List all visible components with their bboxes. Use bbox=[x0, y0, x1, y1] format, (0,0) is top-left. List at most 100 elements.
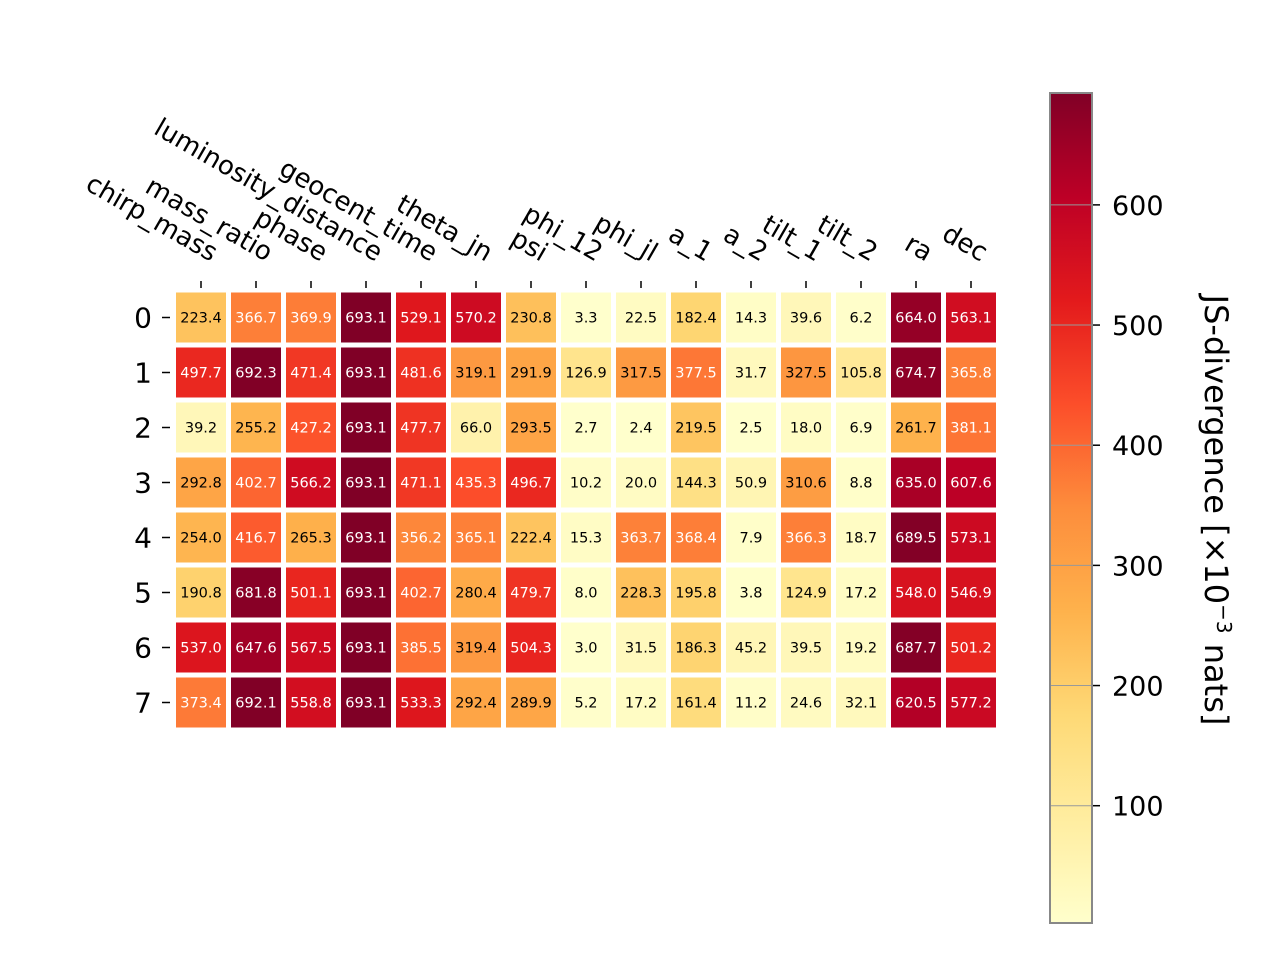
heatmap-cell bbox=[891, 677, 941, 728]
heatmap-cell bbox=[946, 457, 996, 508]
cell-value-label: 693.1 bbox=[345, 421, 387, 437]
cell-value-label: 219.5 bbox=[675, 421, 717, 437]
column-label: a_1 bbox=[663, 219, 717, 268]
heatmap-cell bbox=[451, 457, 501, 508]
cell-value-label: 674.7 bbox=[895, 366, 937, 382]
cell-value-label: 5.2 bbox=[574, 696, 597, 712]
cell-value-label: 22.5 bbox=[625, 311, 657, 327]
cell-value-label: 377.5 bbox=[675, 366, 717, 382]
cell-value-label: 373.4 bbox=[180, 696, 222, 712]
heatmap-cell bbox=[781, 622, 831, 673]
column-label: ra bbox=[899, 229, 937, 268]
cell-value-label: 124.9 bbox=[785, 586, 827, 602]
cell-value-label: 477.7 bbox=[400, 421, 442, 437]
heatmap-cell bbox=[396, 402, 446, 453]
heatmap-cell bbox=[726, 292, 776, 343]
heatmap-cell bbox=[726, 567, 776, 618]
heatmap-cell bbox=[781, 567, 831, 618]
heatmap-cell bbox=[176, 402, 226, 453]
cell-value-label: 548.0 bbox=[895, 586, 937, 602]
colorbar-tick-label: 500 bbox=[1112, 311, 1164, 342]
cell-value-label: 501.2 bbox=[950, 641, 992, 657]
heatmap-cell bbox=[561, 567, 611, 618]
cell-value-label: 416.7 bbox=[235, 531, 277, 547]
row-label: 6 bbox=[134, 632, 152, 665]
heatmap-cell bbox=[451, 512, 501, 563]
cell-value-label: 693.1 bbox=[345, 641, 387, 657]
heatmap-cell bbox=[561, 292, 611, 343]
cell-value-label: 365.8 bbox=[950, 366, 992, 382]
heatmap-cell bbox=[176, 457, 226, 508]
cell-value-label: 222.4 bbox=[510, 531, 552, 547]
heatmap-cell bbox=[671, 457, 721, 508]
heatmap-cell bbox=[286, 512, 336, 563]
cell-value-label: 504.3 bbox=[510, 641, 552, 657]
cell-value-label: 45.2 bbox=[735, 641, 767, 657]
cell-value-label: 427.2 bbox=[290, 421, 332, 437]
heatmap-cell bbox=[231, 402, 281, 453]
heatmap-cell bbox=[506, 457, 556, 508]
heatmap-cells: 223.4 366.7 369.9 693.1 529.1 570.2 230.8 3.3 22… bbox=[176, 292, 996, 728]
heatmap-cell bbox=[396, 622, 446, 673]
colorbar-frame bbox=[1049, 92, 1093, 924]
x-axis-ticks bbox=[200, 281, 972, 288]
heatmap-cell bbox=[176, 677, 226, 728]
cell-value-label: 693.1 bbox=[345, 531, 387, 547]
cell-value-label: 265.3 bbox=[290, 531, 332, 547]
heatmap-cell bbox=[231, 457, 281, 508]
cell-value-label: 693.1 bbox=[345, 696, 387, 712]
heatmap-cell bbox=[231, 512, 281, 563]
cell-value-label: 195.8 bbox=[675, 586, 717, 602]
cell-value-label: 66.0 bbox=[460, 421, 492, 437]
cell-value-label: 537.0 bbox=[180, 641, 222, 657]
cell-value-label: 693.1 bbox=[345, 586, 387, 602]
heatmap-cell bbox=[286, 402, 336, 453]
heatmap-cell bbox=[341, 347, 391, 398]
heatmap-cell bbox=[726, 402, 776, 453]
cell-value-label: 32.1 bbox=[845, 696, 877, 712]
heatmap-cell bbox=[891, 292, 941, 343]
cell-value-label: 14.3 bbox=[735, 311, 767, 327]
heatmap-cell bbox=[451, 677, 501, 728]
heatmap-cell bbox=[396, 292, 446, 343]
heatmap-cell bbox=[891, 567, 941, 618]
heatmap-cell bbox=[836, 677, 886, 728]
cell-value-label: 577.2 bbox=[950, 696, 992, 712]
cell-value-label: 664.0 bbox=[895, 311, 937, 327]
cell-value-label: 501.1 bbox=[290, 586, 332, 602]
heatmap-cell bbox=[286, 677, 336, 728]
cell-value-label: 368.4 bbox=[675, 531, 717, 547]
colorbar-gradient bbox=[1050, 93, 1092, 923]
heatmap-cell bbox=[891, 457, 941, 508]
cell-value-label: 289.9 bbox=[510, 696, 552, 712]
heatmap-cell bbox=[506, 402, 556, 453]
column-label: tilt_1 bbox=[757, 210, 828, 268]
cell-value-label: 366.3 bbox=[785, 531, 827, 547]
cell-value-label: 17.2 bbox=[625, 696, 657, 712]
cell-value-label: 607.6 bbox=[950, 476, 992, 492]
cell-value-label: 366.7 bbox=[235, 311, 277, 327]
cell-value-label: 228.3 bbox=[620, 586, 662, 602]
heatmap-cell bbox=[396, 457, 446, 508]
cell-value-label: 687.7 bbox=[895, 641, 937, 657]
cell-value-label: 693.1 bbox=[345, 311, 387, 327]
heatmap-cell bbox=[451, 567, 501, 618]
heatmap-cell bbox=[231, 347, 281, 398]
cell-value-label: 529.1 bbox=[400, 311, 442, 327]
heatmap-cell bbox=[506, 347, 556, 398]
cell-value-label: 546.9 bbox=[950, 586, 992, 602]
cell-value-label: 647.6 bbox=[235, 641, 277, 657]
cell-value-label: 319.1 bbox=[455, 366, 497, 382]
heatmap-cell bbox=[451, 347, 501, 398]
heatmap-cell bbox=[561, 677, 611, 728]
cell-value-label: 190.8 bbox=[180, 586, 222, 602]
cell-value-label: 635.0 bbox=[895, 476, 937, 492]
cell-value-label: 402.7 bbox=[235, 476, 277, 492]
heatmap-cell bbox=[561, 347, 611, 398]
heatmap-cell bbox=[836, 567, 886, 618]
heatmap-cell bbox=[616, 292, 666, 343]
colorbar-tick-label: 600 bbox=[1112, 191, 1164, 222]
cell-value-label: 3.8 bbox=[739, 586, 762, 602]
cell-value-label: 31.7 bbox=[735, 366, 767, 382]
heatmap-cell bbox=[836, 292, 886, 343]
